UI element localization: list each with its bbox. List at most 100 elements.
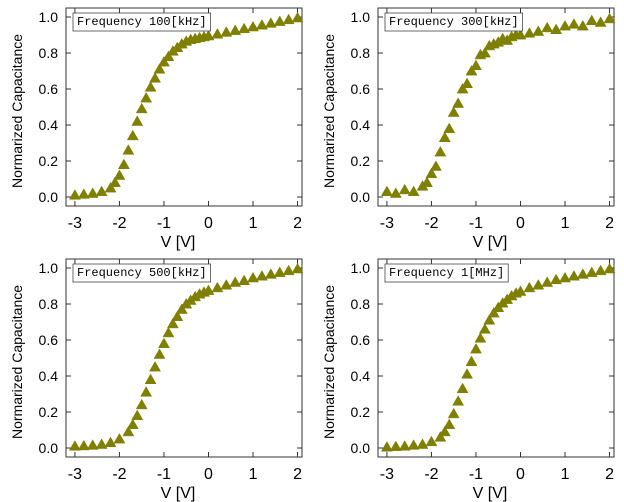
data-point <box>416 438 429 449</box>
data-point <box>465 64 478 76</box>
y-tick-label: 0.0 <box>351 440 371 456</box>
y-tick-label: 0.6 <box>39 332 59 348</box>
y-tick-label: 0.4 <box>39 117 59 133</box>
y-tick-label: 1.0 <box>39 9 59 25</box>
chart-svg: 0.0 0.2 0.4 0.6 0.8 1.0 -3 -2 -1 0 1 2 V [V] Normariz… <box>9 258 304 502</box>
x-axis-label: V [V] <box>161 485 196 502</box>
data-point <box>113 169 126 180</box>
data-point <box>68 440 81 451</box>
y-tick-label: 0.2 <box>351 404 371 420</box>
data-point <box>149 360 161 372</box>
x-tick-label: -1 <box>157 466 171 483</box>
data-point <box>229 276 242 287</box>
data-point <box>202 29 215 41</box>
data-point <box>95 438 108 449</box>
x-tick-label: 1 <box>561 466 570 483</box>
data-point <box>282 264 295 276</box>
data-point <box>86 187 99 198</box>
data-point <box>140 91 153 103</box>
x-tick-label: 0 <box>204 466 213 483</box>
y-tick-label: 0.8 <box>39 296 59 312</box>
data-point <box>456 382 469 393</box>
annotation-box <box>72 12 212 32</box>
chart-svg: 0.0 0.2 0.4 0.6 0.8 1.0 -3 -2 -1 0 1 2 V [V] Normariz… <box>321 7 616 251</box>
data-point <box>487 306 500 318</box>
data-point <box>122 144 135 155</box>
data-point <box>95 185 108 196</box>
x-tick-label: 2 <box>605 215 614 232</box>
chart-panel-2: 0.0 0.2 0.4 0.6 0.8 1.0 -3 -2 -1 0 1 2 V [V] Normariz… <box>312 0 624 251</box>
data-point <box>443 418 456 429</box>
y-tick-label: 1.0 <box>39 260 59 276</box>
data-point <box>452 395 465 406</box>
data-point <box>452 97 465 108</box>
x-tick-label: 1 <box>249 466 258 483</box>
data-point <box>291 262 304 274</box>
data-point <box>438 425 451 437</box>
x-tick-label: 1 <box>561 215 570 232</box>
data-point <box>77 188 90 199</box>
x-tick-label: 0 <box>204 215 213 232</box>
x-tick-label: 0 <box>516 215 525 232</box>
y-tick-label: 1.0 <box>351 9 371 25</box>
chart-svg: 0.0 0.2 0.4 0.6 0.8 1.0 -3 -2 -1 0 1 2 V [V] Normariz… <box>321 258 616 502</box>
x-tick-label: 2 <box>605 466 614 483</box>
data-point <box>478 323 491 334</box>
data-point <box>86 439 99 450</box>
data-point <box>158 55 170 67</box>
data-point <box>594 264 607 276</box>
data-point <box>585 14 598 25</box>
data-point <box>421 176 433 187</box>
data-point <box>144 81 157 92</box>
x-tick-label: -1 <box>157 215 171 232</box>
x-tick-label: -1 <box>469 466 483 483</box>
data-point <box>576 19 589 31</box>
plot-frame <box>377 7 615 207</box>
data-point <box>541 21 554 33</box>
x-tick-label: 0 <box>516 466 525 483</box>
plot-frame <box>65 258 303 458</box>
y-tick-label: 0.6 <box>39 81 59 97</box>
data-point <box>220 279 233 290</box>
x-tick-label: -3 <box>380 215 394 232</box>
data-point <box>104 436 117 447</box>
data-point <box>126 418 139 429</box>
data-point <box>131 409 144 420</box>
data-point <box>255 270 268 281</box>
y-tick-label: 0.2 <box>351 153 371 169</box>
chart-panel-4: 0.0 0.2 0.4 0.6 0.8 1.0 -3 -2 -1 0 1 2 V [V] Normariz… <box>312 251 624 502</box>
data-point <box>425 435 438 447</box>
x-tick-label: -3 <box>380 466 394 483</box>
data-point <box>113 432 126 444</box>
data-point <box>211 281 224 293</box>
y-axis-label: Normarized Capacitance <box>321 285 337 439</box>
y-tick-label: 0.6 <box>351 81 371 97</box>
data-point <box>109 176 121 187</box>
data-point <box>398 183 411 195</box>
y-tick-label: 0.8 <box>351 296 371 312</box>
data-point <box>104 181 117 193</box>
data-point <box>153 348 166 359</box>
data-point <box>465 355 478 366</box>
data-point <box>447 106 460 117</box>
frequency-annotation: Frequency 500[kHz] <box>77 266 207 280</box>
annotation-box <box>384 12 524 32</box>
data-point <box>456 82 469 94</box>
y-tick-label: 0.4 <box>39 368 59 384</box>
data-point <box>461 368 473 379</box>
data-point <box>514 28 527 40</box>
y-tick-label: 0.0 <box>39 189 59 205</box>
data-point <box>144 373 157 384</box>
data-point <box>559 19 571 31</box>
data-point <box>117 158 130 169</box>
data-point <box>461 77 473 88</box>
data-point <box>126 129 139 141</box>
data-point <box>162 326 175 338</box>
x-tick-label: -2 <box>424 466 438 483</box>
data-point <box>550 23 563 34</box>
x-tick-label: -3 <box>68 215 82 232</box>
data-point <box>247 271 259 283</box>
data-point <box>171 310 184 321</box>
y-tick-label: 0.2 <box>39 404 59 420</box>
data-point <box>380 185 393 196</box>
